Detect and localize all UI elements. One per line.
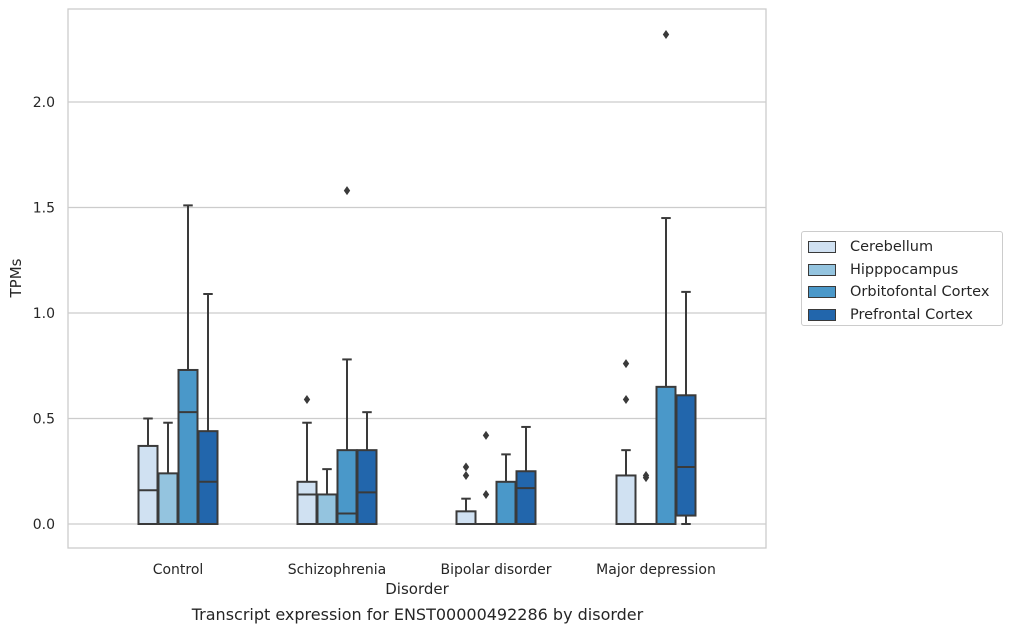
box-prefrontal-cortex-3 bbox=[675, 290, 697, 525]
box-cerebellum-0 bbox=[137, 417, 159, 525]
box-hipppocampus-2 bbox=[476, 430, 496, 525]
box-hipppocampus-0 bbox=[157, 421, 179, 525]
outlier-point bbox=[303, 395, 311, 405]
box-orbitofontal-cortex-1 bbox=[336, 186, 358, 525]
legend-label-hippocampus: Hipppocampus bbox=[850, 261, 959, 278]
box-prefrontal-cortex-0 bbox=[197, 293, 219, 525]
outlier-point bbox=[482, 489, 490, 499]
legend-swatch-prefrontal-cortex bbox=[808, 308, 836, 321]
y-axis-label: TPMs bbox=[7, 258, 25, 298]
box-body bbox=[495, 480, 517, 525]
legend-label-cerebellum: Cerebellum bbox=[850, 239, 934, 256]
legend-swatch-cerebellum bbox=[808, 241, 836, 254]
box-body bbox=[675, 394, 697, 517]
legend-item-cerebellum: Cerebellum bbox=[808, 236, 1002, 259]
box-body bbox=[316, 493, 338, 525]
outlier-point bbox=[622, 359, 630, 369]
outlier-point bbox=[642, 470, 650, 480]
box-prefrontal-cortex-1 bbox=[356, 411, 378, 525]
legend-item-orbitofrontal-cortex: Orbitofontal Cortex bbox=[808, 281, 1002, 304]
y-tick-label: 0.0 bbox=[33, 517, 55, 533]
axis-ticks: 0.0 0.5 1.0 1.5 2.0 Control Schizophrenia Bipol… bbox=[33, 95, 716, 578]
y-tick-label: 1.0 bbox=[33, 306, 55, 322]
y-tick-label: 0.5 bbox=[33, 412, 55, 428]
x-tick-label: Major depression bbox=[596, 562, 716, 578]
y-tick-label: 1.5 bbox=[33, 201, 55, 217]
box-body bbox=[615, 474, 637, 525]
legend-item-prefrontal-cortex: Prefrontal Cortex bbox=[808, 304, 1002, 327]
legend-swatch-hippocampus bbox=[808, 263, 836, 276]
chart-caption: Transcript expression for ENST0000049228… bbox=[191, 605, 644, 624]
outlier-point bbox=[462, 470, 470, 480]
box-groups bbox=[137, 29, 697, 525]
outlier-point bbox=[622, 395, 630, 405]
box-body bbox=[197, 430, 219, 525]
plot-area-frame bbox=[67, 8, 767, 549]
box-cerebellum-2 bbox=[455, 462, 477, 525]
box-cerebellum-3 bbox=[615, 359, 637, 525]
legend-label-prefrontal-cortex: Prefrontal Cortex bbox=[850, 306, 973, 323]
y-tick-label: 2.0 bbox=[33, 95, 55, 111]
box-orbitofontal-cortex-3 bbox=[655, 29, 677, 525]
legend: Cerebellum Hipppocampus Orbitofontal Cor… bbox=[801, 231, 1003, 326]
outlier-point bbox=[343, 186, 351, 196]
box-prefrontal-cortex-2 bbox=[515, 425, 537, 525]
x-tick-label: Schizophrenia bbox=[288, 562, 386, 578]
box-body bbox=[137, 444, 159, 525]
legend-swatch-orbitofrontal-cortex bbox=[808, 286, 836, 299]
box-body bbox=[655, 385, 677, 525]
x-axis-label: Disorder bbox=[385, 580, 449, 598]
box-orbitofontal-cortex-2 bbox=[495, 453, 517, 525]
legend-label-orbitofrontal-cortex: Orbitofontal Cortex bbox=[850, 284, 990, 301]
x-tick-label: Bipolar disorder bbox=[440, 562, 551, 578]
box-orbitofontal-cortex-0 bbox=[177, 204, 199, 525]
box-cerebellum-1 bbox=[296, 395, 318, 525]
box-body bbox=[356, 449, 378, 525]
legend-item-hippocampus: Hipppocampus bbox=[808, 259, 1002, 282]
box-body bbox=[296, 480, 318, 525]
box-hipppocampus-3 bbox=[636, 470, 656, 525]
outlier-point bbox=[662, 29, 670, 39]
box-body bbox=[177, 368, 199, 525]
box-hipppocampus-1 bbox=[316, 468, 338, 525]
box-body bbox=[515, 470, 537, 525]
outlier-point bbox=[482, 430, 490, 440]
box-body bbox=[455, 510, 477, 525]
box-body bbox=[157, 472, 179, 525]
x-tick-label: Control bbox=[153, 562, 204, 578]
outlier-point bbox=[462, 462, 470, 472]
